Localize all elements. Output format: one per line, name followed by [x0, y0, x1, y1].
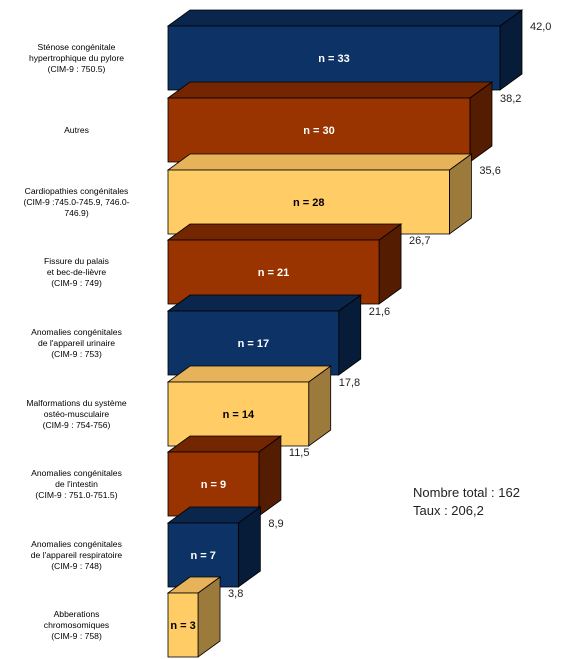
category-label: Anomalies congénitales de l'appareil uri…	[31, 326, 122, 359]
bar-value-label: 8,9	[268, 518, 283, 530]
bar-top	[166, 294, 362, 312]
bar-count-label: n = 28	[293, 197, 325, 209]
bar-count-label: n = 3	[170, 620, 195, 632]
category-label: Fissure du palais et bec-de-lièvre (CIM-…	[44, 255, 109, 288]
bar-value-label: 38,2	[500, 93, 521, 105]
bar-value-label: 3,8	[228, 588, 243, 600]
bar-value-label: 21,6	[369, 306, 390, 318]
rate-text: Taux : 206,2	[413, 503, 484, 518]
bar	[167, 25, 501, 91]
bar-value-label: 26,7	[409, 235, 430, 247]
bar-top	[166, 223, 403, 241]
bar-count-label: n = 33	[318, 53, 350, 65]
total-count-text: Nombre total : 162	[413, 485, 520, 500]
category-label: Abberations chromosomiques (CIM-9 : 758)	[43, 608, 110, 641]
bar	[167, 310, 340, 376]
bar-value-label: 11,5	[289, 447, 310, 459]
bar	[167, 592, 199, 658]
bar-top	[166, 365, 332, 383]
bar-value-label: 35,6	[479, 165, 500, 177]
category-label: Autres	[64, 124, 89, 135]
bar-count-label: n = 14	[223, 409, 255, 421]
bar	[167, 239, 380, 305]
bar-value-label: 17,8	[339, 377, 360, 389]
category-label: Malformations du système ostéo-musculair…	[26, 397, 127, 430]
category-label: Sténose congénitale hypertrophique du py…	[28, 41, 125, 74]
bar-top	[166, 153, 473, 171]
category-label: Cardiopathies congénitales (CIM-9 :745.0…	[23, 185, 130, 218]
bar	[167, 169, 450, 235]
category-label: Anomalies congénitales de l'appareil res…	[30, 538, 123, 571]
bar-count-label: n = 17	[238, 338, 270, 350]
bar-count-label: n = 9	[201, 479, 226, 491]
bar	[167, 97, 471, 163]
bar-count-label: n = 7	[190, 550, 215, 562]
bar-top	[166, 9, 524, 27]
bar	[167, 522, 239, 588]
bar-count-label: n = 21	[258, 267, 290, 279]
bar-top	[166, 81, 494, 99]
category-label: Anomalies congénitales de l'intestin (CI…	[31, 467, 122, 500]
bar-value-label: 42,0	[530, 21, 551, 33]
bar-count-label: n = 30	[303, 125, 335, 137]
